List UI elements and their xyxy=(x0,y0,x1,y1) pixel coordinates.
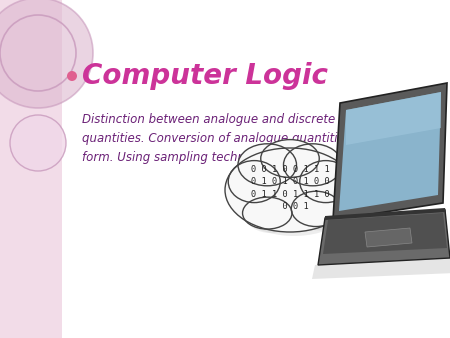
Ellipse shape xyxy=(295,195,345,231)
Polygon shape xyxy=(365,228,412,247)
Ellipse shape xyxy=(304,165,356,207)
Polygon shape xyxy=(333,83,447,220)
Polygon shape xyxy=(323,213,447,254)
Circle shape xyxy=(10,115,66,171)
Ellipse shape xyxy=(229,152,359,236)
Polygon shape xyxy=(339,92,441,211)
Circle shape xyxy=(0,0,93,108)
Polygon shape xyxy=(325,208,446,220)
Ellipse shape xyxy=(228,161,280,202)
Ellipse shape xyxy=(242,148,301,190)
Ellipse shape xyxy=(232,165,284,207)
Ellipse shape xyxy=(261,140,319,177)
Polygon shape xyxy=(312,258,450,279)
Ellipse shape xyxy=(291,191,341,226)
Polygon shape xyxy=(346,92,441,145)
Circle shape xyxy=(378,221,396,239)
Ellipse shape xyxy=(300,161,352,202)
Ellipse shape xyxy=(238,144,297,186)
Ellipse shape xyxy=(265,144,323,182)
Circle shape xyxy=(67,71,77,81)
Bar xyxy=(0,0,62,338)
Ellipse shape xyxy=(284,144,342,186)
Ellipse shape xyxy=(243,197,292,229)
Circle shape xyxy=(395,233,407,245)
Text: Distinction between analogue and discrete processes and
quantities. Conversion o: Distinction between analogue and discret… xyxy=(82,113,424,164)
Text: 0 0 1 0 0 1 1 1
0 1 0 1 0 1 0 0
0 1 1 0 1 1 1 0
  0 0 1: 0 0 1 0 0 1 1 1 0 1 0 1 0 1 0 0 0 1 1 0 … xyxy=(251,165,329,211)
Ellipse shape xyxy=(225,148,355,232)
Ellipse shape xyxy=(247,201,296,233)
Text: Computer Logic: Computer Logic xyxy=(82,62,328,90)
Polygon shape xyxy=(318,210,450,265)
Circle shape xyxy=(356,206,380,230)
Ellipse shape xyxy=(288,148,346,190)
